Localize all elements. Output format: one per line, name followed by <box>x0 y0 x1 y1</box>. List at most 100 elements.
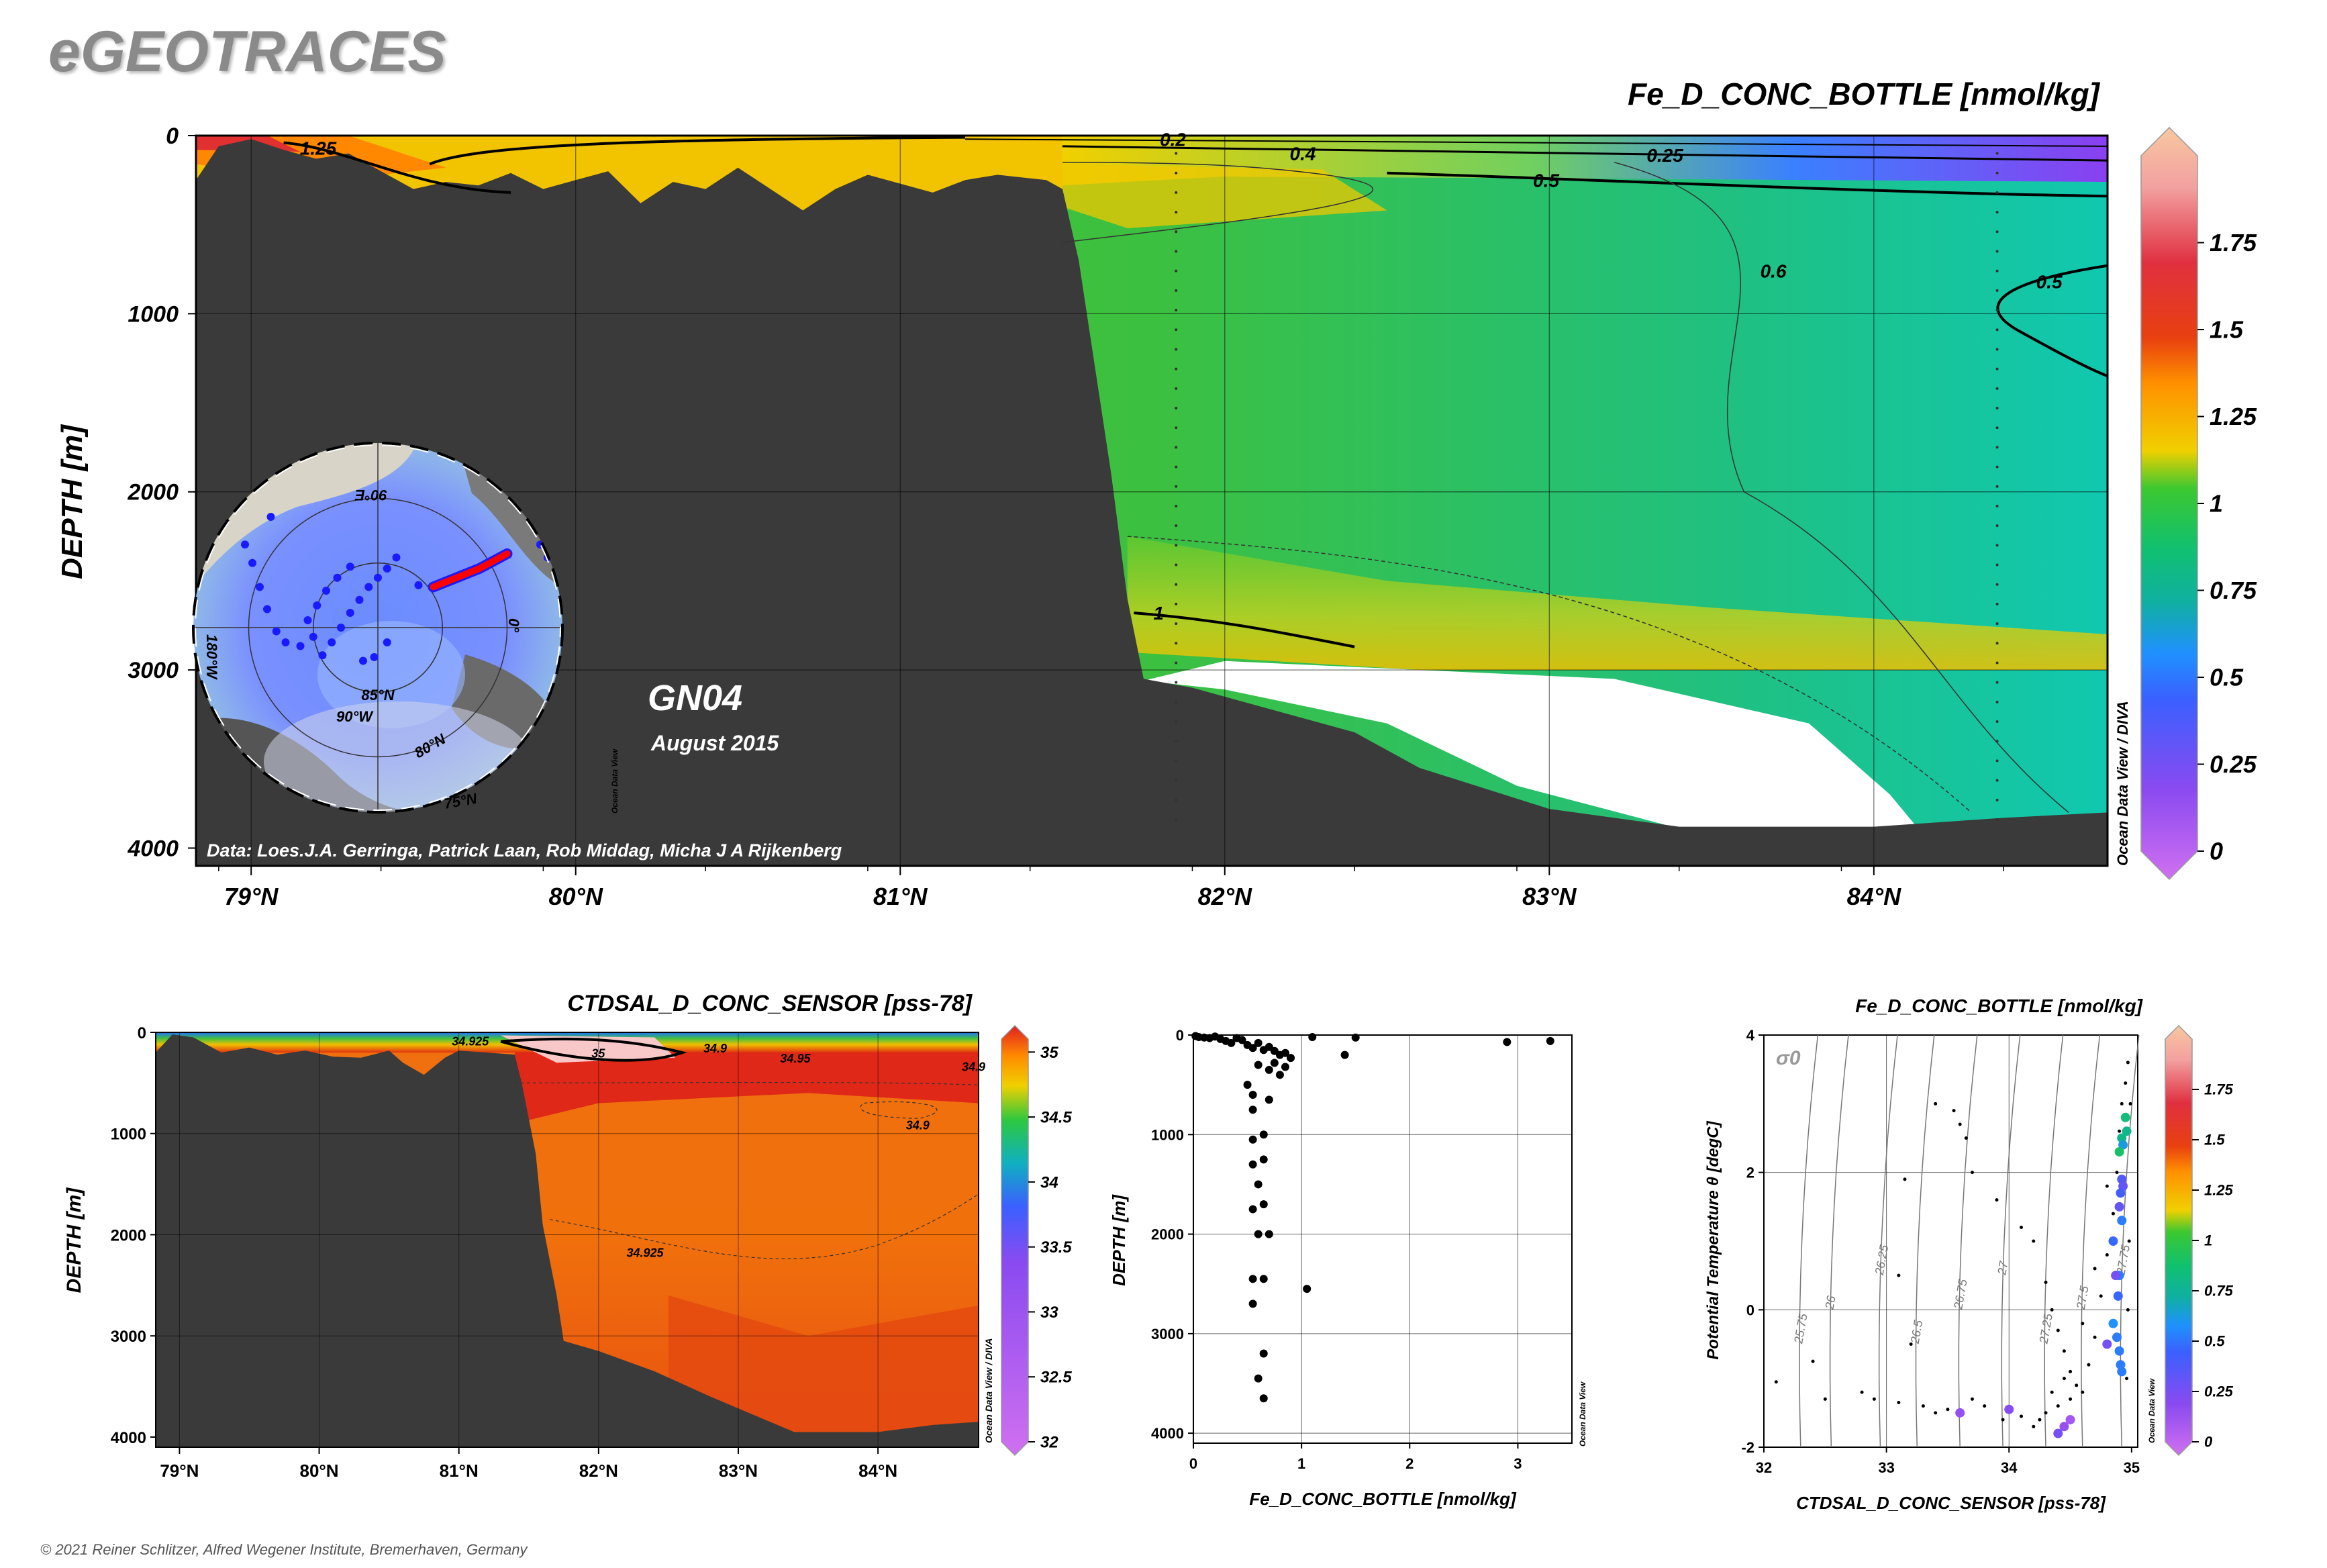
sal-colorbar <box>1001 1024 1029 1457</box>
ts-colorbar-label: 0.75 <box>2204 1283 2234 1300</box>
ts-data-point <box>1774 1380 1778 1384</box>
main-colorbar-label: 1.25 <box>2210 403 2257 430</box>
main-sample-dot <box>1995 211 1999 214</box>
ts-data-point <box>2020 1414 2024 1418</box>
main-sample-dot <box>1995 720 1999 724</box>
main-sample-dot <box>1175 759 1178 763</box>
prof-data-point <box>1254 1038 1262 1047</box>
ts-data-point <box>2001 1418 2005 1422</box>
prof-data-point <box>1248 1205 1257 1214</box>
ts-data-point <box>2062 1349 2066 1353</box>
sal-watermark: Ocean Data View / DIVA <box>983 1338 994 1443</box>
ts-data-point <box>1860 1390 1864 1394</box>
inset-map-station <box>359 656 367 665</box>
ts-y-axis-label: Potential Temperature θ [degC] <box>1704 1120 1722 1359</box>
sal-x-tick-label: 82°N <box>579 1461 618 1481</box>
prof-y-tick-label: 4000 <box>1151 1425 1184 1442</box>
main-sample-dot <box>1175 740 1178 743</box>
main-colorbar-label: 0.75 <box>2210 577 2257 604</box>
ts-colored-point <box>2114 1346 2124 1356</box>
prof-y-tick-label: 3000 <box>1151 1326 1184 1342</box>
ts-colored-point <box>2108 1236 2118 1246</box>
inset-map-label: 90°E <box>354 487 387 503</box>
ts-isopycnal-line <box>1915 1034 1935 1448</box>
sal-x-tick-label: 79°N <box>160 1461 199 1481</box>
ts-data-point <box>2069 1397 2073 1401</box>
main-sample-dot <box>1175 230 1178 234</box>
sal-contour-label: 34.9 <box>962 1060 985 1073</box>
ts-isopycnal-label: 26 <box>1822 1294 1838 1311</box>
main-colorbar-label: 1.5 <box>2210 316 2244 344</box>
main-sample-dot <box>1995 818 1999 822</box>
sal-colorbar-label: 32.5 <box>1040 1369 1072 1387</box>
main-contour-label: 0.6 <box>1761 261 1787 282</box>
main-sample-dot <box>1995 269 1999 273</box>
ts-data-point <box>2056 1328 2060 1332</box>
main-contour-0.6b <box>1614 162 2069 813</box>
main-sample-dot <box>1175 798 1178 801</box>
ts-colored-point <box>2113 1291 2123 1301</box>
ts-colorbar-label: 1 <box>2204 1232 2212 1249</box>
main-x-tick-label: 80°N <box>549 883 603 910</box>
main-sample-dot <box>1175 152 1178 155</box>
ts-data-point <box>2050 1390 2054 1394</box>
ts-colored-point <box>2108 1318 2118 1328</box>
inset-map-station <box>346 562 354 571</box>
main-contour-0.5-right <box>1996 264 2108 378</box>
main-sample-dot <box>1995 250 1999 253</box>
prof-data-point <box>1351 1033 1360 1042</box>
main-contour-label: 1 <box>1153 603 1164 624</box>
inset-map-station <box>256 583 264 591</box>
main-sample-dot <box>1175 269 1178 273</box>
main-sample-dot <box>1175 524 1178 528</box>
ts-data-point <box>2105 1184 2109 1188</box>
ts-colored-point <box>2065 1415 2075 1425</box>
main-sample-dot <box>1175 211 1178 214</box>
main-sample-dot <box>1995 544 1999 547</box>
ts-colored-point <box>2122 1126 2132 1136</box>
ts-colorbar-label: 0 <box>2204 1434 2213 1451</box>
ts-x-tick-label: 32 <box>1756 1459 1772 1476</box>
sal-y-tick-label: 4000 <box>111 1429 146 1447</box>
ts-isopycnal-line <box>2044 1034 2064 1448</box>
main-sample-dot <box>1175 367 1178 371</box>
main-colorbar-label: 0.25 <box>2210 750 2257 778</box>
ts-data-point <box>2032 1239 2036 1243</box>
main-contour-1-deep <box>1134 611 1355 648</box>
main-sample-dot <box>1995 504 1999 507</box>
ts-colored-point <box>2118 1140 2128 1150</box>
inset-map-station <box>392 553 401 562</box>
inset-map-station <box>383 565 391 573</box>
ts-colored-point <box>2111 1271 2121 1281</box>
ts-data-point <box>1934 1101 1938 1106</box>
sal-contour-34.9 <box>514 1082 979 1085</box>
ts-colored-point <box>2112 1332 2122 1342</box>
ts-data-point <box>1921 1404 1925 1408</box>
ts-data-point <box>2044 1280 2048 1284</box>
sal-x-tick-label: 83°N <box>719 1461 758 1481</box>
main-sample-dot <box>1995 485 1999 488</box>
main-sample-dot <box>1995 563 1999 567</box>
prof-data-point <box>1270 1059 1279 1067</box>
prof-data-point <box>1248 1275 1257 1283</box>
main-colorbar-label: 0.5 <box>2210 664 2244 691</box>
ts-data-point <box>2111 1212 2115 1216</box>
main-date-label: August 2015 <box>650 731 779 755</box>
ts-data-point <box>2124 1081 2128 1085</box>
ts-diagram-plot: Fe_D_CONC_BOTTLE [nmol/kg]25.752626.2526… <box>1704 995 2234 1513</box>
main-y-tick-label: 2000 <box>127 480 179 505</box>
sal-x-tick-label: 81°N <box>440 1461 479 1481</box>
prof-data-point <box>1248 1160 1257 1169</box>
sal-x-tick-label: 84°N <box>858 1461 897 1481</box>
main-contour-0.6a <box>1062 162 1373 243</box>
main-x-tick-label: 84°N <box>1847 883 1901 910</box>
inset-map-label: 90°W <box>336 708 374 725</box>
sal-contour-label: 35 <box>591 1047 605 1061</box>
main-sample-dot <box>1995 426 1999 430</box>
ts-colored-point <box>2102 1339 2112 1349</box>
main-sample-dot <box>1995 798 1999 801</box>
inset-map-land <box>193 443 418 587</box>
main-sample-dot <box>1995 328 1999 332</box>
sal-y-axis-label: DEPTH [m] <box>63 1187 85 1293</box>
